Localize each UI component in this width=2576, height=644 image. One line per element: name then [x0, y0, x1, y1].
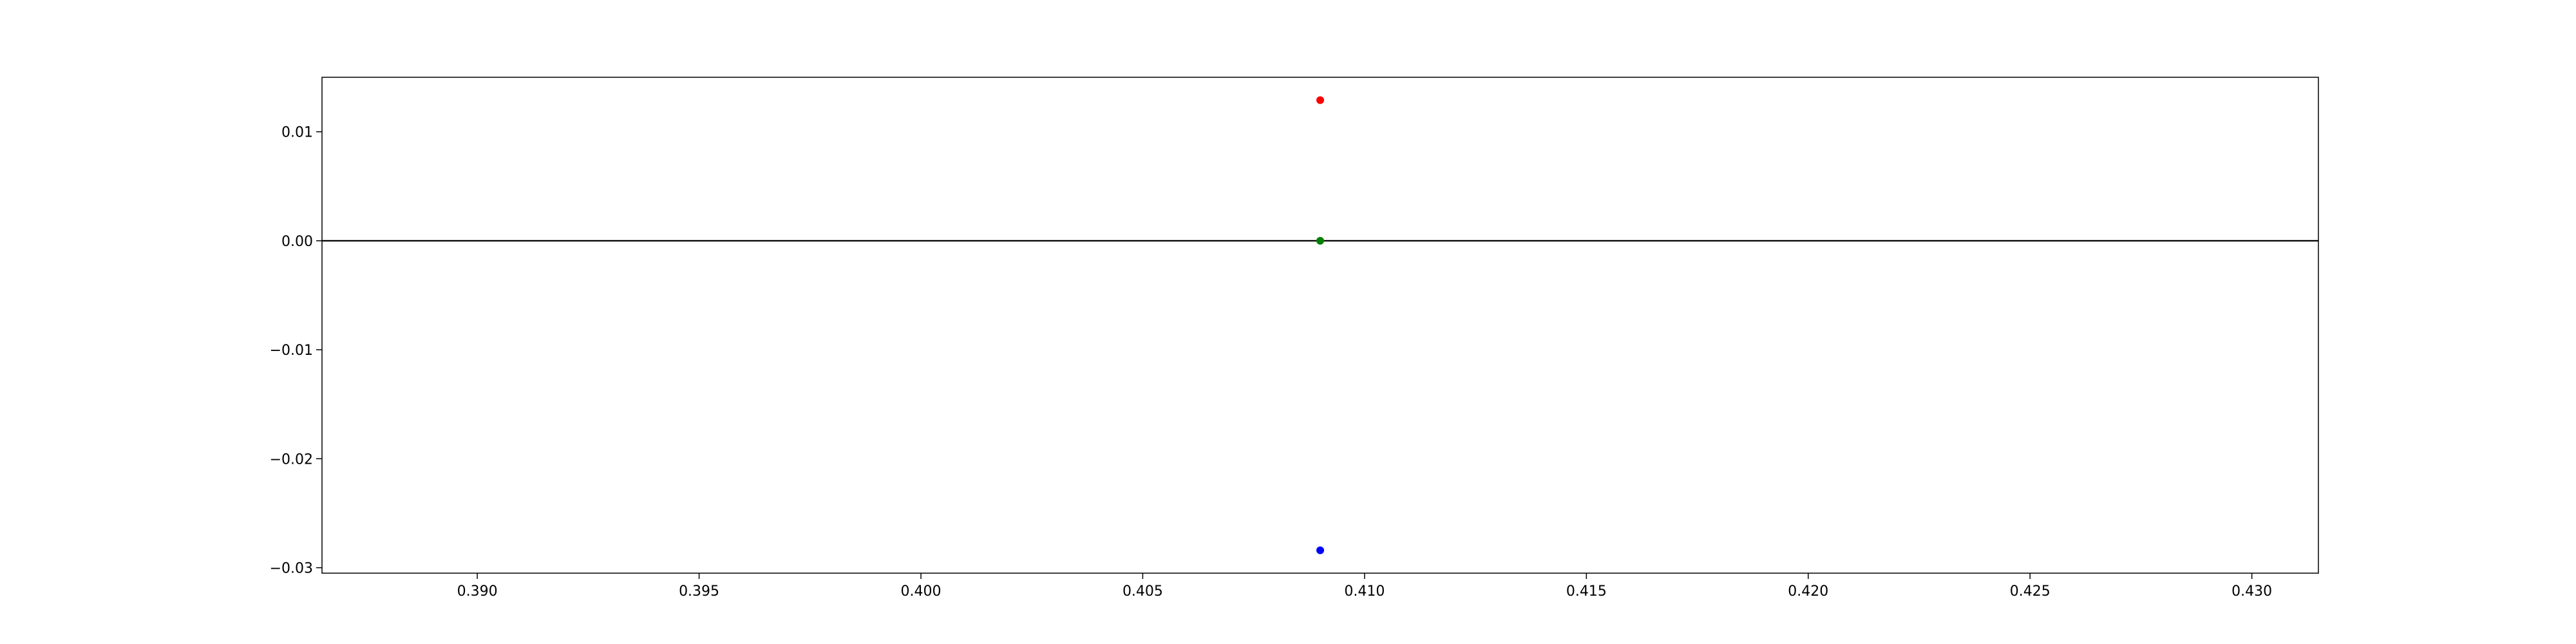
- x-tick-label: 0.395: [679, 583, 719, 600]
- x-tick-label: 0.400: [901, 583, 942, 600]
- data-point-2: [1316, 236, 1324, 245]
- x-tick-label: 0.430: [2231, 583, 2272, 600]
- x-axis: 0.390 0.395 0.400 0.405 0.410 0.415 0.420 0.425…: [457, 573, 2272, 600]
- y-tick-label: −0.01: [270, 343, 313, 359]
- data-point-1: [1316, 96, 1324, 104]
- x-tick-label: 0.425: [2010, 583, 2050, 600]
- x-tick-label: 0.415: [1566, 583, 1607, 600]
- x-tick-label: 0.420: [1788, 583, 1828, 600]
- y-axis: 0.01 0.00 −0.01 −0.02 −0.03: [270, 125, 322, 577]
- x-tick-label: 0.390: [457, 583, 498, 600]
- axes-frame: [321, 77, 2319, 574]
- plot-area: [322, 96, 2318, 554]
- y-tick-label: −0.03: [270, 561, 313, 577]
- data-point-3: [1316, 546, 1324, 554]
- y-tick-label: −0.02: [270, 451, 313, 468]
- y-tick-label: 0.00: [281, 234, 313, 250]
- x-tick-label: 0.405: [1122, 583, 1163, 600]
- x-tick-label: 0.410: [1344, 583, 1385, 600]
- y-tick-label: 0.01: [281, 125, 313, 141]
